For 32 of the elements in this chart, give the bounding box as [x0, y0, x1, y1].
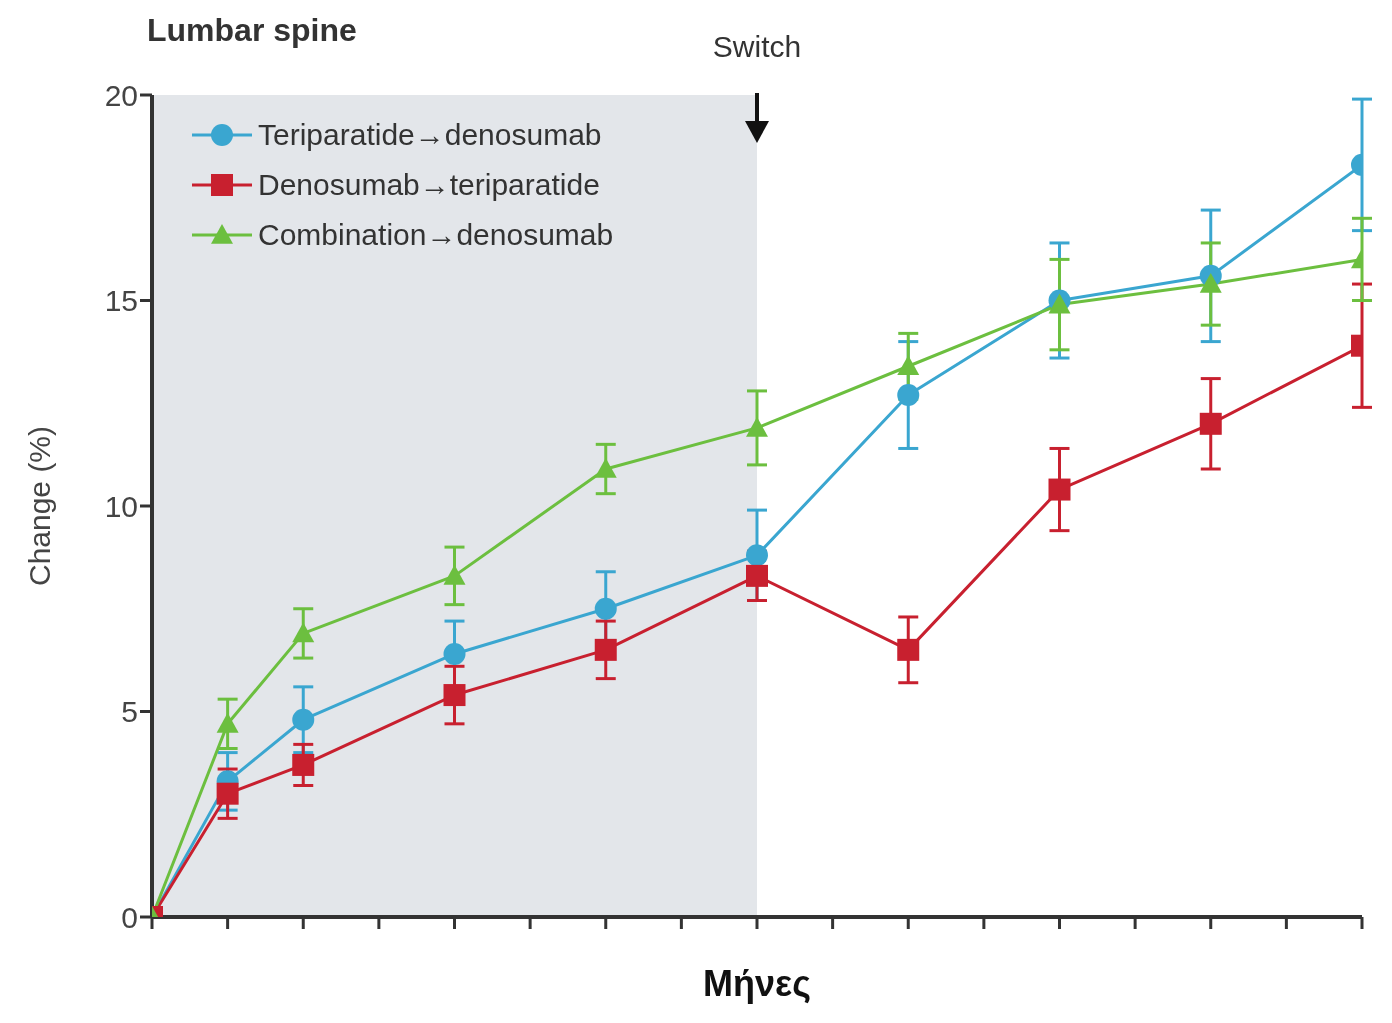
- point: [746, 564, 768, 587]
- point: [292, 708, 315, 731]
- y-axis-title: Change (%): [23, 425, 57, 587]
- point: [292, 753, 315, 776]
- point: [594, 597, 617, 620]
- y-tick-label: 0: [121, 900, 138, 934]
- point: [746, 544, 768, 567]
- point: [897, 638, 920, 661]
- point: [1048, 478, 1071, 501]
- point: [216, 712, 239, 733]
- legend-label: Denosumab→teriparatide: [258, 168, 600, 202]
- point: [594, 638, 617, 661]
- y-tick-label: 15: [104, 284, 138, 318]
- legend-label: Teriparatide→denosumab: [258, 118, 602, 152]
- x-axis-title: Μήνες: [702, 963, 812, 1005]
- chart-title: Lumbar spine: [147, 12, 357, 49]
- point: [897, 355, 920, 376]
- point: [746, 416, 768, 437]
- y-tick-label: 20: [104, 78, 138, 112]
- y-tick-label: 5: [121, 695, 138, 729]
- point: [443, 564, 466, 585]
- point: [443, 642, 466, 665]
- point: [1199, 412, 1222, 435]
- point: [1199, 273, 1222, 293]
- point: [292, 622, 315, 643]
- text: Switch: [711, 30, 803, 64]
- point: [216, 782, 239, 805]
- y-tick-label: 10: [104, 489, 138, 523]
- legend-label: Combination→denosumab: [258, 218, 614, 252]
- point: [897, 384, 920, 407]
- point: [443, 684, 466, 707]
- point: [594, 458, 617, 478]
